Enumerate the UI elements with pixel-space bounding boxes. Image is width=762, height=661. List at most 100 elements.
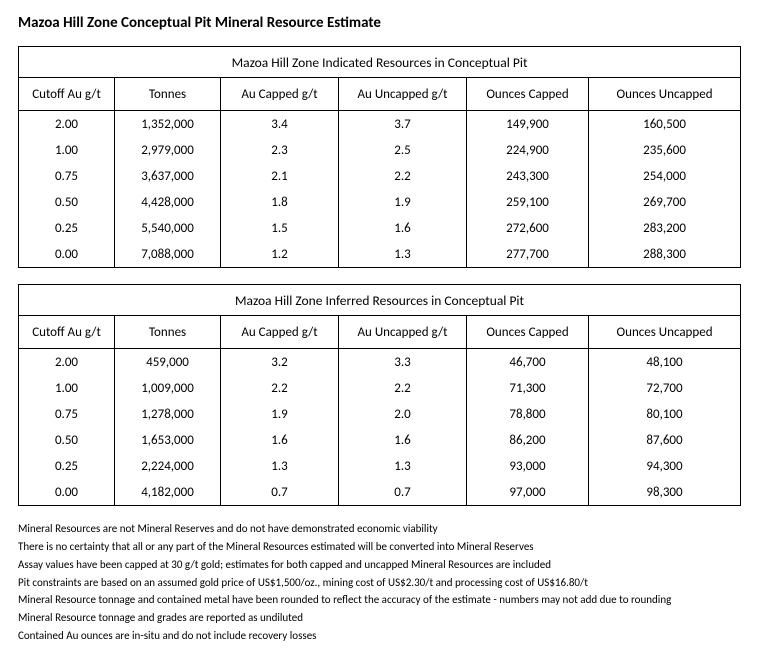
table-body: 2.00459,0003.23.346,70048,1001.001,009,0… (19, 349, 741, 506)
table-cell: 1.9 (339, 189, 467, 215)
table-cell: 0.75 (19, 163, 115, 189)
table-cell: 1,352,000 (115, 111, 221, 138)
table-cell: 2.00 (19, 349, 115, 376)
table-cell: 3.4 (221, 111, 339, 138)
table-cell: 149,900 (467, 111, 589, 138)
table-cell: 97,000 (467, 479, 589, 506)
table-cell: 2.2 (221, 375, 339, 401)
table-cell: 0.00 (19, 479, 115, 506)
table-cell: 48,100 (589, 349, 741, 376)
table-cell: 2.5 (339, 137, 467, 163)
table-cell: 272,600 (467, 215, 589, 241)
table-caption: Mazoa Hill Zone Indicated Resources in C… (19, 47, 741, 78)
table-cell: 87,600 (589, 427, 741, 453)
table-cell: 0.7 (339, 479, 467, 506)
table-caption: Mazoa Hill Zone Inferred Resources in Co… (19, 285, 741, 316)
table-row: 0.501,653,0001.61.686,20087,600 (19, 427, 741, 453)
table-cell: 0.25 (19, 453, 115, 479)
table-cell: 3.7 (339, 111, 467, 138)
table-cell: 1.2 (221, 241, 339, 268)
table-cell: 1,009,000 (115, 375, 221, 401)
table-cell: 5,540,000 (115, 215, 221, 241)
table-cell: 1,278,000 (115, 401, 221, 427)
table-body: 2.001,352,0003.43.7149,900160,5001.002,9… (19, 111, 741, 268)
table-cell: 94,300 (589, 453, 741, 479)
table-cell: 72,700 (589, 375, 741, 401)
col-header: Au Uncapped g/t (339, 78, 467, 111)
footnote: There is no certainty that all or any pa… (18, 540, 744, 555)
table-row: 0.255,540,0001.51.6272,600283,200 (19, 215, 741, 241)
table-cell: 2.1 (221, 163, 339, 189)
col-header: Ounces Capped (467, 316, 589, 349)
table-cell: 4,428,000 (115, 189, 221, 215)
table-cell: 0.50 (19, 189, 115, 215)
footnote: Assay values have been capped at 30 g/t … (18, 558, 744, 573)
table-cell: 2,224,000 (115, 453, 221, 479)
table-cell: 283,200 (589, 215, 741, 241)
table-cell: 98,300 (589, 479, 741, 506)
table-cell: 3.3 (339, 349, 467, 376)
table-cell: 459,000 (115, 349, 221, 376)
table-cell: 243,300 (467, 163, 589, 189)
table-cell: 224,900 (467, 137, 589, 163)
table-cell: 93,000 (467, 453, 589, 479)
table-row: 0.007,088,0001.21.3277,700288,300 (19, 241, 741, 268)
col-header: Au Capped g/t (221, 316, 339, 349)
table-cell: 1.00 (19, 375, 115, 401)
table-cell: 80,100 (589, 401, 741, 427)
table-cell: 7,088,000 (115, 241, 221, 268)
table-cell: 71,300 (467, 375, 589, 401)
col-header: Au Uncapped g/t (339, 316, 467, 349)
table-cell: 1.3 (339, 453, 467, 479)
table-cell: 1.3 (221, 453, 339, 479)
table-cell: 0.50 (19, 427, 115, 453)
table-cell: 0.7 (221, 479, 339, 506)
table-cell: 1.5 (221, 215, 339, 241)
col-header: Ounces Uncapped (589, 316, 741, 349)
col-header: Cutoff Au g/t (19, 316, 115, 349)
table-cell: 259,100 (467, 189, 589, 215)
table-cell: 2,979,000 (115, 137, 221, 163)
table-row: 1.002,979,0002.32.5224,900235,600 (19, 137, 741, 163)
table-cell: 2.00 (19, 111, 115, 138)
footnote: Pit constraints are based on an assumed … (18, 576, 744, 591)
table-cell: 288,300 (589, 241, 741, 268)
table-row: 0.753,637,0002.12.2243,300254,000 (19, 163, 741, 189)
table-row: 0.252,224,0001.31.393,00094,300 (19, 453, 741, 479)
table-cell: 0.25 (19, 215, 115, 241)
table-cell: 2.2 (339, 375, 467, 401)
col-header: Tonnes (115, 78, 221, 111)
page-title: Mazoa Hill Zone Conceptual Pit Mineral R… (18, 14, 744, 32)
table-row: 0.504,428,0001.81.9259,100269,700 (19, 189, 741, 215)
table-cell: 0.75 (19, 401, 115, 427)
table-cell: 4,182,000 (115, 479, 221, 506)
table-cell: 2.3 (221, 137, 339, 163)
footnote: Mineral Resource tonnage and grades are … (18, 611, 744, 626)
table-cell: 1.6 (339, 427, 467, 453)
col-header: Tonnes (115, 316, 221, 349)
table-cell: 1.6 (221, 427, 339, 453)
footnote: Mineral Resources are not Mineral Reserv… (18, 522, 744, 537)
table-cell: 3.2 (221, 349, 339, 376)
table-cell: 277,700 (467, 241, 589, 268)
table-row: 2.001,352,0003.43.7149,900160,500 (19, 111, 741, 138)
table-cell: 160,500 (589, 111, 741, 138)
col-header: Ounces Uncapped (589, 78, 741, 111)
table-cell: 86,200 (467, 427, 589, 453)
table-cell: 78,800 (467, 401, 589, 427)
table-cell: 1.3 (339, 241, 467, 268)
table-cell: 1.6 (339, 215, 467, 241)
table-row: 2.00459,0003.23.346,70048,100 (19, 349, 741, 376)
col-header: Au Capped g/t (221, 78, 339, 111)
indicated-resources-table: Mazoa Hill Zone Indicated Resources in C… (18, 46, 741, 268)
table-cell: 1.8 (221, 189, 339, 215)
footnote: Contained Au ounces are in-situ and do n… (18, 629, 744, 644)
table-cell: 254,000 (589, 163, 741, 189)
table-cell: 1,653,000 (115, 427, 221, 453)
table-row: 0.751,278,0001.92.078,80080,100 (19, 401, 741, 427)
footnote: Mineral Resource tonnage and contained m… (18, 593, 744, 608)
table-cell: 1.00 (19, 137, 115, 163)
table-cell: 0.00 (19, 241, 115, 268)
inferred-resources-table: Mazoa Hill Zone Inferred Resources in Co… (18, 284, 741, 506)
col-header: Cutoff Au g/t (19, 78, 115, 111)
